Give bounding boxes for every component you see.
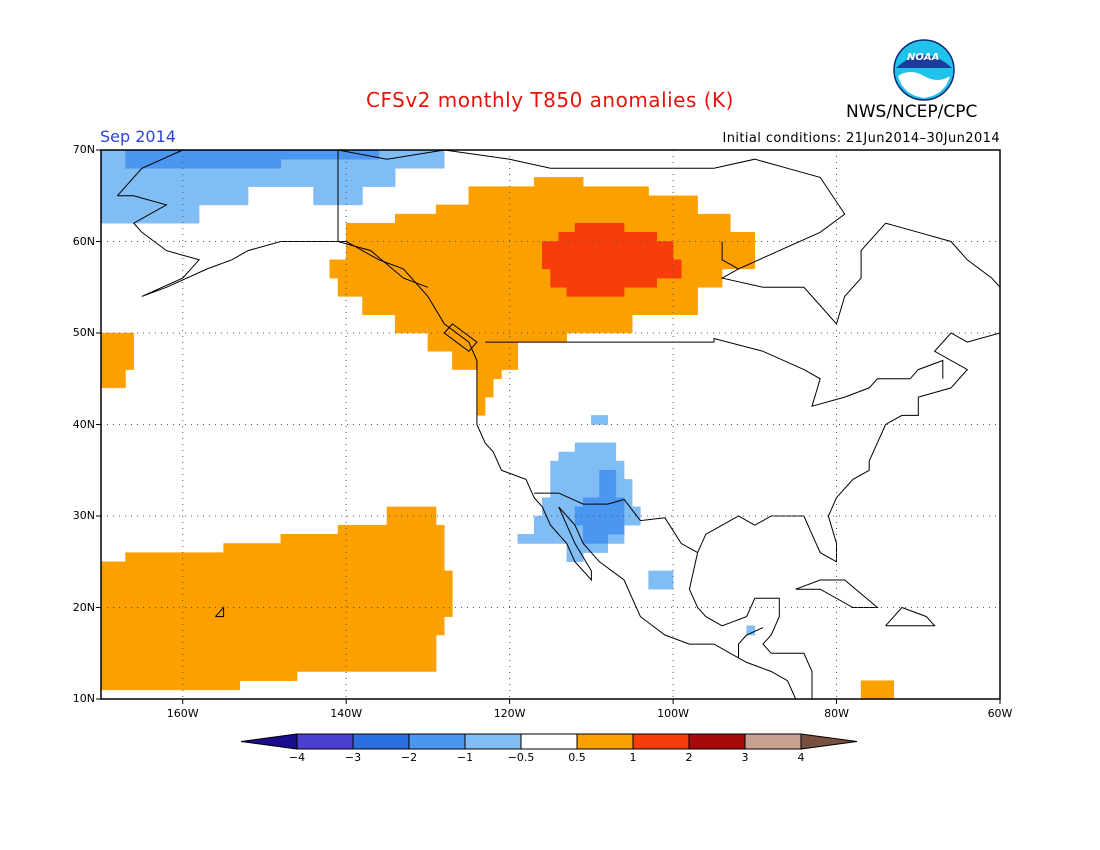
lat-label: 60N: [72, 234, 95, 248]
lat-label: 30N: [72, 509, 95, 522]
anomaly-region-canada-warm-strong: [542, 222, 682, 297]
colorbar-label: −0.5: [507, 751, 535, 764]
border-alaska-canada-border: [337, 150, 429, 288]
coastline-hudson-bay-west: [721, 241, 739, 270]
chart-title: CFSv2 monthly T850 anomalies (K): [366, 88, 734, 112]
colorbar-max-arrow: [800, 733, 858, 750]
coastlines: [116, 150, 1000, 699]
colorbar-swatch: [744, 733, 802, 750]
colorbar-swatch: [296, 733, 354, 750]
lat-label: 40N: [72, 417, 95, 431]
colorbar-label: 2: [685, 751, 693, 764]
colorbar-swatch: [576, 733, 634, 750]
colorbar-swatch: [688, 733, 746, 750]
anomaly-region-gulf-mexico-cool: [648, 570, 674, 590]
lat-label: 10N: [72, 692, 95, 705]
forecast-month-label: Sep 2014: [100, 127, 176, 146]
colorbar-label: −2: [400, 751, 418, 764]
anomaly-region-beaufort-cool-strong: [125, 150, 380, 169]
anomaly-region-utah-cool: [591, 415, 608, 425]
anomaly-region-subtropical-pacific-warm: [101, 506, 453, 691]
border-us-canada-border: [485, 337, 944, 407]
lat-label: 20N: [72, 600, 95, 614]
colorbar-label: 0.5: [568, 751, 586, 764]
colorbar-label: 3: [741, 751, 749, 764]
lat-label: 70N: [72, 143, 95, 156]
colorbar-swatch: [520, 733, 578, 750]
coastline-cuba-coast: [795, 579, 879, 608]
coastline-hispaniola-coast: [885, 606, 936, 627]
colorbar-swatch: [632, 733, 690, 750]
lon-label: 100W: [657, 707, 690, 720]
axis-ticks: [96, 149, 1001, 704]
colorbar-label: −1: [456, 751, 474, 764]
colorbar-swatch: [464, 733, 522, 750]
border-mexico-central-america-border: [738, 627, 764, 658]
initial-conditions-label: Initial conditions: 21Jun2014–30Jun2014: [722, 131, 1000, 146]
coastline-vancouver-island: [443, 323, 478, 352]
coastline-greenland-south: [999, 150, 1000, 151]
lon-label: 120W: [493, 707, 526, 720]
colorbar-swatch: [408, 733, 466, 750]
lon-label: 140W: [330, 707, 363, 720]
coastline-hawaii-coast: [215, 606, 225, 618]
anomaly-region-pacific-west-warm: [101, 332, 134, 389]
colorbar-swatch: [352, 733, 410, 750]
lon-label: 160W: [166, 707, 199, 720]
colorbar-label: −4: [288, 751, 306, 764]
colorbar-min-arrow: [240, 733, 298, 750]
colorbar-label: −3: [344, 751, 362, 764]
colorbar-label: 4: [797, 751, 805, 764]
lon-label: 60W: [987, 707, 1013, 720]
border-us-mexico-border: [534, 492, 698, 554]
noaa-logo: [893, 39, 955, 101]
anomaly-region-southwest-cool-strong: [574, 470, 625, 544]
anomaly-region-western-canada-warm: [329, 177, 756, 416]
lon-label: 80W: [824, 707, 849, 720]
lat-label: 50N: [72, 326, 95, 339]
colorbar-label: 1: [629, 751, 637, 764]
agency-label: NWS/NCEP/CPC: [846, 102, 978, 122]
anomaly-region-caribbean-warm: [860, 680, 895, 699]
noaa-logo-text: NOAA: [907, 52, 940, 63]
colorbar: [240, 733, 858, 750]
